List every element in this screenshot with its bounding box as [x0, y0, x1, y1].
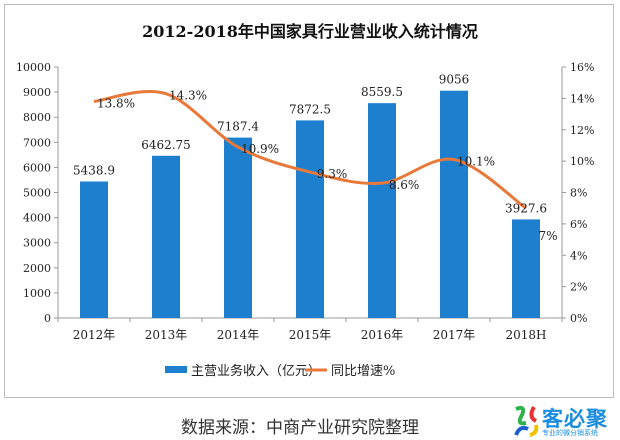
- bar: [80, 181, 108, 318]
- legend-bar-label: 主营业务收入（亿元）: [191, 363, 321, 379]
- bar-value-label: 6462.75: [141, 138, 191, 152]
- left-tick-label: 4000: [23, 212, 51, 225]
- growth-value-label: 8.6%: [389, 178, 420, 192]
- left-tick-label: 10000: [16, 61, 51, 74]
- right-tick-label: 12%: [570, 124, 594, 137]
- x-tick-label: 2013年: [145, 328, 188, 342]
- legend-bar-swatch: [165, 366, 187, 373]
- growth-value-label: 10.9%: [241, 142, 279, 156]
- left-tick-label: 1000: [23, 287, 51, 300]
- left-tick-label: 7000: [23, 136, 51, 149]
- right-tick-label: 14%: [570, 92, 594, 105]
- x-tick-label: 2015年: [289, 328, 332, 342]
- bar: [152, 155, 180, 318]
- x-tick-label: 2014年: [217, 328, 260, 342]
- right-tick-label: 2%: [570, 281, 587, 294]
- logo-icon: [514, 405, 539, 437]
- growth-value-label: 7%: [538, 229, 557, 243]
- bar: [440, 90, 468, 318]
- growth-value-label: 10.1%: [457, 155, 495, 169]
- bar: [368, 103, 396, 318]
- left-tick-label: 5000: [23, 187, 51, 200]
- left-tick-label: 0: [44, 312, 51, 325]
- chart-title: 2012-2018年中国家具行业营业收入统计情况: [142, 22, 478, 41]
- bar: [224, 137, 252, 318]
- logo-tagline: 专业的微分销系统: [542, 429, 598, 437]
- logo: 客必聚 专业的微分销系统: [510, 403, 618, 439]
- growth-value-label: 13.8%: [97, 97, 135, 111]
- right-tick-label: 0%: [570, 312, 587, 325]
- x-tick-label: 2012年: [73, 328, 116, 342]
- left-tick-label: 3000: [23, 237, 51, 250]
- left-tick-label: 8000: [23, 111, 51, 124]
- x-tick-label: 2018H: [505, 328, 546, 342]
- growth-value-label: 9.3%: [317, 167, 348, 181]
- bar: [512, 219, 540, 318]
- legend-line-label: 同比增速%: [331, 364, 395, 379]
- logo-name: 客必聚: [542, 407, 608, 431]
- left-tick-label: 6000: [23, 161, 51, 174]
- growth-value-label: 14.3%: [169, 89, 207, 103]
- right-tick-label: 4%: [570, 249, 587, 262]
- right-tick-label: 8%: [570, 187, 587, 200]
- source-note: 数据来源：中商产业研究院整理: [181, 418, 419, 438]
- chart-frame: [4, 4, 614, 398]
- bar-value-label: 7187.4: [217, 120, 259, 134]
- bar-value-label: 8559.5: [361, 85, 403, 99]
- bar: [296, 120, 324, 318]
- x-tick-label: 2017年: [433, 328, 476, 342]
- bar-value-label: 9056: [439, 73, 470, 87]
- bar-value-label: 7872.5: [289, 102, 331, 116]
- left-tick-label: 2000: [23, 262, 51, 275]
- x-tick-label: 2016年: [361, 328, 404, 342]
- left-tick-label: 9000: [23, 86, 51, 99]
- right-tick-label: 16%: [570, 61, 594, 74]
- right-tick-label: 6%: [570, 218, 587, 231]
- bar-value-label: 5438.9: [73, 163, 115, 177]
- right-tick-label: 10%: [570, 155, 594, 168]
- bar-value-label: 3927.6: [505, 201, 547, 215]
